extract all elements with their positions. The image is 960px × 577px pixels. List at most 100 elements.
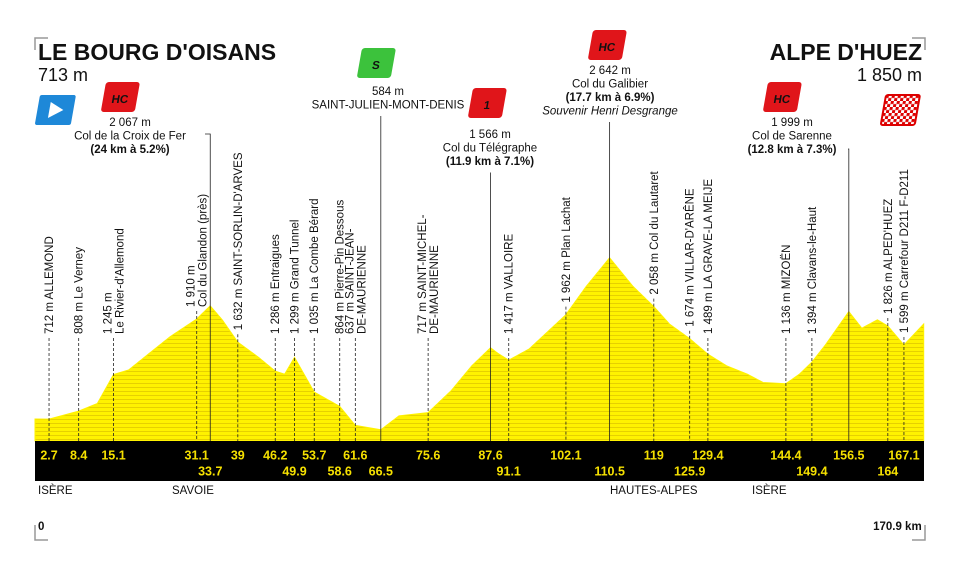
km-marker: 164 <box>877 464 898 478</box>
km-marker: 15.1 <box>101 448 125 462</box>
waypoint-label-line: 1 299 m Grand Tunnel <box>289 220 301 334</box>
km-marker: 31.1 <box>185 448 209 462</box>
waypoint-label-line: 1 962 m Plan Lachat <box>561 196 573 302</box>
km-marker: 87.6 <box>478 448 502 462</box>
km-marker: 61.6 <box>343 448 367 462</box>
waypoint-label-line: 1 674 m VILLAR-D'ARÊNE <box>684 188 697 327</box>
region-label: SAVOIE <box>172 485 214 497</box>
km-marker: 2.7 <box>40 448 57 462</box>
waypoint-label: 1 035 m La Combe Bérard <box>309 198 321 334</box>
climb-label-line: 1 999 m <box>771 117 813 129</box>
waypoint-label-line: 717 m SAINT-MICHEL- <box>417 214 429 334</box>
waypoint-label-line: 1 394 m Clavans-le-Haut <box>807 206 819 334</box>
waypoint-label-line: 1 826 m ALPED'HUEZ <box>883 199 895 314</box>
waypoint-label: 1 489 m LA GRAVE-LA MEIJE <box>703 179 715 334</box>
finish-altitude: 1 850 m <box>857 65 922 85</box>
climb-label-line: Souvenir Henri Desgrange <box>542 106 678 118</box>
km-marker: 129.4 <box>692 448 723 462</box>
waypoint-label: 717 m SAINT-MICHEL-DE-MAURIENNE <box>417 214 441 334</box>
waypoint-label-line: 1 489 m LA GRAVE-LA MEIJE <box>703 179 715 334</box>
waypoint-label-line: 2 058 m Col du Lautaret <box>649 170 661 294</box>
climb-category: HC <box>110 94 129 106</box>
climb-category: 1 <box>483 100 492 112</box>
waypoint-label-line: 1 136 m MIZOËN <box>781 245 793 334</box>
waypoint-label-line: DE-MAURIENNE <box>429 245 441 334</box>
climb-icon: 1 <box>468 88 507 118</box>
waypoint-label: 1 826 m ALPED'HUEZ <box>883 199 895 314</box>
waypoint-label-line: 637 m SAINT-JEAN- <box>344 228 356 334</box>
waypoint-label: 637 m SAINT-JEAN-DE-MAURIENNE <box>344 228 368 334</box>
climb-leader <box>205 133 211 441</box>
waypoint-label: 1 599 m Carrefour D211 F-D211 <box>899 169 911 333</box>
start-icon <box>35 95 76 125</box>
climb-label-line: (12.8 km à 7.3%) <box>748 144 837 156</box>
climb-category: HC <box>597 42 616 54</box>
climb-label-line: 1 566 m <box>469 129 511 141</box>
climb-label-line: 2 642 m <box>589 65 631 77</box>
waypoint-label-line: 1 035 m La Combe Bérard <box>309 198 321 334</box>
waypoint-label: 1 299 m Grand Tunnel <box>289 220 301 334</box>
start-altitude: 713 m <box>38 65 88 85</box>
region-label: ISÈRE <box>38 484 73 497</box>
waypoint-label: 712 m ALLEMOND <box>44 236 56 334</box>
waypoint-label-line: 1 286 m Entraigues <box>270 234 282 334</box>
km-marker: 8.4 <box>70 448 87 462</box>
km-marker: 91.1 <box>497 464 521 478</box>
km-marker: 66.5 <box>369 464 393 478</box>
climb-label-line: 584 m <box>372 86 404 98</box>
waypoint-label-line: 1 632 m SAINT-SORLIN-D'ARVES <box>233 152 245 330</box>
climb-label-line: SAINT-JULIEN-MONT-DENIS <box>312 100 465 112</box>
waypoint-label-line: DE-MAURIENNE <box>356 245 368 334</box>
region-label: ISÈRE <box>752 484 787 497</box>
start-name: LE BOURG D'OISANS <box>38 39 276 65</box>
climb-label-line: 2 067 m <box>109 117 151 129</box>
climb-category: S <box>371 60 381 72</box>
climb-leader <box>848 148 850 441</box>
climb-icon: HC <box>763 82 802 112</box>
waypoint-label: 1 136 m MIZOËN <box>781 245 793 334</box>
climb-icon-bg <box>763 82 802 112</box>
km-marker: 58.6 <box>328 464 352 478</box>
km-marker: 49.9 <box>282 464 306 478</box>
waypoint-label: 1 632 m SAINT-SORLIN-D'ARVES <box>233 152 245 330</box>
waypoint-label-line: 808 m Le Verney <box>74 247 86 334</box>
climb-label-line: (24 km à 5.2%) <box>90 144 169 156</box>
climb-icon: S <box>357 48 396 78</box>
climb-icon: HC <box>588 30 627 60</box>
km-band <box>35 441 924 481</box>
km-marker: 102.1 <box>550 448 581 462</box>
climb-label-line: (17.7 km à 6.9%) <box>566 92 655 104</box>
climb-label-line: Col du Télégraphe <box>443 143 537 155</box>
waypoint-label: 1 962 m Plan Lachat <box>561 196 573 302</box>
waypoint-label: 1 910 mCol du Glandon (près) <box>186 194 210 307</box>
x-tick-label: 0 <box>38 521 44 533</box>
waypoint-label-line: 712 m ALLEMOND <box>44 236 56 334</box>
waypoint-label-line: 864 m Pierre-Pin Dessous <box>335 200 347 334</box>
km-marker: 75.6 <box>416 448 440 462</box>
climb-label-line: Col du Galibier <box>572 79 648 91</box>
climb-icon-bg <box>357 48 396 78</box>
km-marker: 110.5 <box>594 464 625 478</box>
waypoint-label: 1 417 m VALLOIRE <box>504 234 516 334</box>
waypoint-label-line: 1 245 m <box>103 292 115 334</box>
climb-label-line: Col de Sarenne <box>752 131 832 143</box>
waypoint-label-line: Col du Glandon (près) <box>198 194 210 307</box>
km-marker: 39 <box>231 448 245 462</box>
km-marker: 144.4 <box>770 448 801 462</box>
waypoint-label-line: Le Rivier-d'Allemond <box>115 228 127 334</box>
finish-icon <box>880 94 921 126</box>
waypoint-label: 808 m Le Verney <box>74 247 86 334</box>
km-marker: 167.1 <box>888 448 919 462</box>
waypoint-label-line: 1 417 m VALLOIRE <box>504 234 516 334</box>
waypoint-label: 1 674 m VILLAR-D'ARÊNE <box>684 188 697 327</box>
km-marker: 46.2 <box>263 448 287 462</box>
region-label: HAUTES-ALPES <box>610 485 698 497</box>
climb-label-line: (11.9 km à 7.1%) <box>446 156 534 168</box>
waypoint-label: 1 286 m Entraigues <box>270 234 282 334</box>
waypoint-label: 2 058 m Col du Lautaret <box>649 170 661 294</box>
km-marker: 53.7 <box>302 448 326 462</box>
frame <box>34 37 926 541</box>
climb-icon: HC <box>101 82 140 112</box>
km-marker: 149.4 <box>796 464 827 478</box>
